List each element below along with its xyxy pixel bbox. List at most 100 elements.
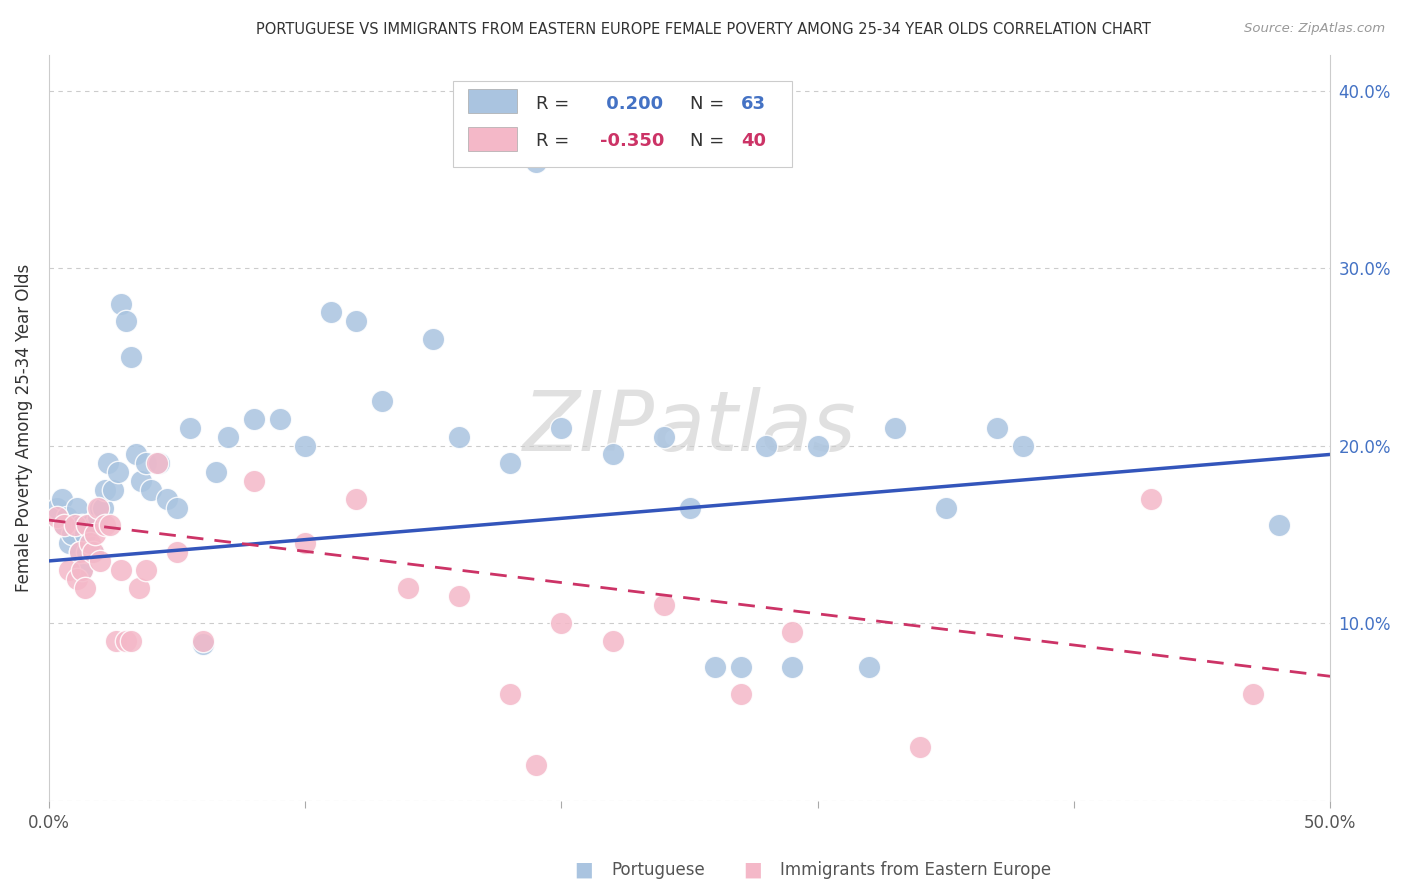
Text: ▪: ▪	[574, 855, 593, 884]
Point	[128, 581, 150, 595]
Text: 63: 63	[741, 95, 766, 112]
Point	[166, 545, 188, 559]
Point	[269, 412, 291, 426]
Point	[807, 439, 830, 453]
Point	[110, 563, 132, 577]
Point	[780, 660, 803, 674]
Point	[56, 509, 79, 524]
Point	[986, 421, 1008, 435]
Point	[129, 474, 152, 488]
Point	[115, 633, 138, 648]
FancyBboxPatch shape	[453, 81, 792, 167]
Point	[145, 456, 167, 470]
Point	[204, 465, 226, 479]
Point	[346, 491, 368, 506]
Point	[499, 687, 522, 701]
Point	[652, 430, 675, 444]
Point	[66, 500, 89, 515]
Text: ▪: ▪	[742, 855, 762, 884]
Point	[678, 500, 700, 515]
Point	[730, 687, 752, 701]
Point	[447, 590, 470, 604]
Point	[780, 624, 803, 639]
Point	[79, 536, 101, 550]
Point	[107, 465, 129, 479]
Point	[602, 447, 624, 461]
Point	[125, 447, 148, 461]
Point	[104, 633, 127, 648]
Point	[100, 518, 122, 533]
Point	[1268, 518, 1291, 533]
Text: 40: 40	[741, 132, 766, 150]
Point	[110, 296, 132, 310]
Point	[115, 314, 138, 328]
Point	[1241, 687, 1264, 701]
Point	[76, 518, 98, 533]
Point	[69, 545, 91, 559]
Point	[120, 350, 142, 364]
Point	[858, 660, 880, 674]
Text: R =: R =	[536, 95, 575, 112]
Point	[53, 518, 76, 533]
Point	[883, 421, 905, 435]
Point	[191, 637, 214, 651]
Point	[652, 599, 675, 613]
Point	[53, 518, 76, 533]
Point	[156, 491, 179, 506]
Point	[135, 456, 157, 470]
FancyBboxPatch shape	[468, 127, 516, 151]
Point	[86, 509, 108, 524]
Point	[524, 758, 547, 772]
Point	[63, 518, 86, 533]
Point	[76, 545, 98, 559]
Text: N =: N =	[689, 132, 730, 150]
Point	[60, 527, 83, 541]
Point	[120, 633, 142, 648]
Point	[72, 563, 94, 577]
Y-axis label: Female Poverty Among 25-34 Year Olds: Female Poverty Among 25-34 Year Olds	[15, 264, 32, 592]
Point	[73, 581, 96, 595]
Point	[447, 430, 470, 444]
Point	[755, 439, 778, 453]
Point	[82, 545, 104, 559]
Text: N =: N =	[689, 95, 730, 112]
Point	[73, 527, 96, 541]
Point	[66, 572, 89, 586]
Point	[135, 563, 157, 577]
FancyBboxPatch shape	[468, 88, 516, 112]
Point	[89, 500, 111, 515]
Text: PORTUGUESE VS IMMIGRANTS FROM EASTERN EUROPE FEMALE POVERTY AMONG 25-34 YEAR OLD: PORTUGUESE VS IMMIGRANTS FROM EASTERN EU…	[256, 22, 1150, 37]
Point	[243, 412, 266, 426]
Point	[550, 615, 572, 630]
Text: ZIPatlas: ZIPatlas	[523, 387, 856, 468]
Point	[76, 518, 98, 533]
Point	[935, 500, 957, 515]
Point	[94, 483, 117, 497]
Point	[79, 518, 101, 533]
Point	[63, 518, 86, 533]
Point	[294, 439, 316, 453]
Point	[908, 740, 931, 755]
Point	[91, 500, 114, 515]
Point	[82, 545, 104, 559]
Point	[84, 527, 107, 541]
Point	[704, 660, 727, 674]
Point	[89, 554, 111, 568]
Point	[45, 509, 67, 524]
Point	[422, 332, 444, 346]
Point	[217, 430, 239, 444]
Point	[550, 421, 572, 435]
Point	[97, 456, 120, 470]
Text: -0.350: -0.350	[600, 132, 664, 150]
Point	[45, 500, 67, 515]
Text: 0.200: 0.200	[600, 95, 664, 112]
Point	[58, 536, 80, 550]
Point	[1139, 491, 1161, 506]
Point	[69, 545, 91, 559]
Point	[294, 536, 316, 550]
Point	[319, 305, 342, 319]
Point	[101, 483, 124, 497]
Point	[148, 456, 170, 470]
Point	[499, 456, 522, 470]
Point	[602, 633, 624, 648]
